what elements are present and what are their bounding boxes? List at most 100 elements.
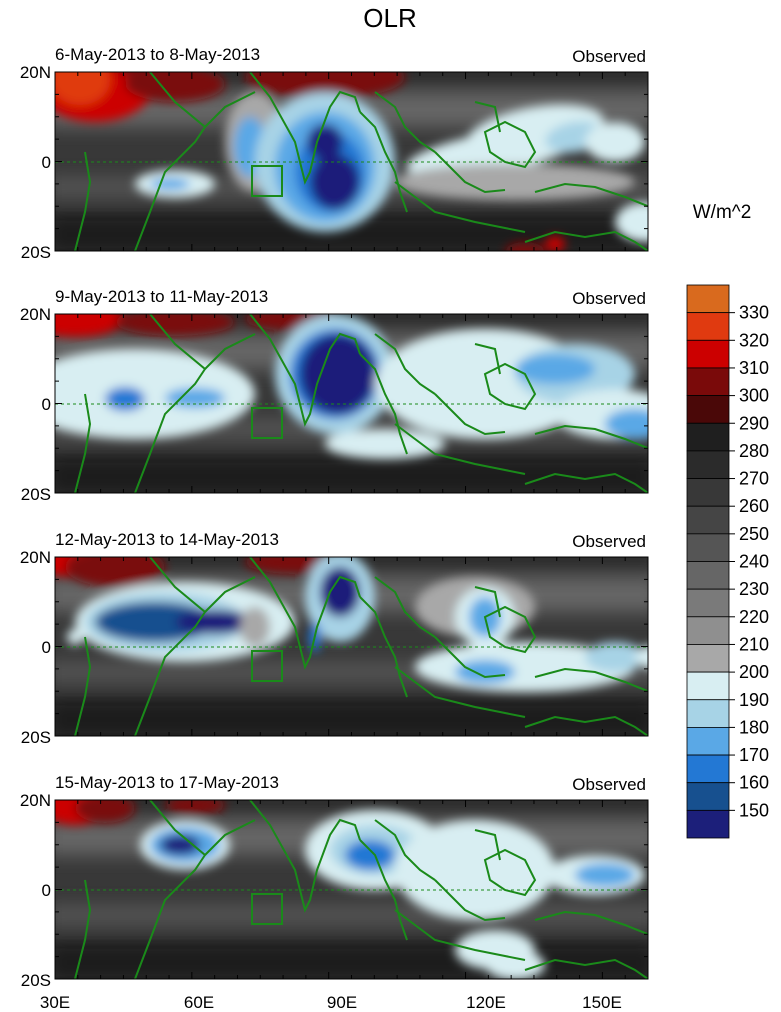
lat-tick-label: 20S — [21, 728, 51, 747]
olr-contour-region — [245, 72, 405, 99]
coastline — [359, 839, 408, 941]
olr-contour-region — [75, 800, 135, 823]
coastline — [474, 586, 501, 618]
olr-contour-region — [605, 409, 648, 439]
coastline — [534, 667, 648, 693]
olr-contour-region — [165, 388, 225, 408]
map-panel: 20N 0 20S 9-May-2013 to 11-May-2013 Observed — [20, 287, 649, 504]
coastline — [483, 362, 537, 411]
lat-tick-label: 0 — [42, 881, 51, 900]
olr-contour-region — [300, 334, 376, 414]
colorbar-level-label: 180 — [739, 717, 769, 737]
coastline — [74, 151, 92, 251]
colorbar-swatch — [686, 671, 730, 701]
lon-tick-label-150e: 150E — [582, 993, 622, 1012]
region-box — [251, 650, 283, 682]
olr-contour-region — [325, 434, 365, 450]
coastline — [483, 848, 537, 897]
panel-observed-tag: Observed — [572, 532, 646, 551]
colorbar-swatch — [686, 533, 730, 562]
colorbar-swatch — [686, 699, 730, 728]
coastline — [249, 314, 361, 427]
lat-tick-label: 20N — [20, 305, 51, 324]
colorbar-swatch — [686, 395, 730, 424]
coastline — [374, 576, 436, 638]
colorbar-level-label: 160 — [739, 773, 769, 793]
coastline — [249, 557, 361, 670]
coastline — [204, 333, 256, 370]
coastline — [524, 472, 648, 493]
olr-field — [55, 72, 648, 251]
olr-contour-region — [585, 122, 645, 162]
colorbar-level-label: 220 — [739, 607, 769, 627]
colorbar-level-label: 240 — [739, 552, 769, 572]
olr-contour-region — [105, 387, 145, 411]
olr-contour-region — [95, 602, 215, 642]
coastline — [249, 72, 361, 185]
coastline — [74, 393, 92, 493]
colorbar-swatch — [686, 754, 730, 784]
panel-period-label: 6-May-2013 to 8-May-2013 — [55, 45, 260, 64]
colorbar-level-label: 190 — [739, 690, 769, 710]
panel-period-label: 9-May-2013 to 11-May-2013 — [55, 287, 268, 306]
colorbar-level-label: 310 — [739, 358, 769, 378]
coastlines — [74, 800, 648, 979]
olr-contour-region — [320, 567, 360, 617]
colorbar-level-label: 200 — [739, 662, 769, 682]
colorbar-swatch — [686, 505, 730, 535]
panel-observed-tag: Observed — [572, 775, 646, 794]
figure-title: OLR — [363, 3, 416, 33]
coastline — [204, 576, 256, 613]
coastline — [249, 800, 361, 913]
olr-contour-region — [635, 645, 648, 669]
colorbar-swatch — [686, 422, 730, 452]
colorbar-swatch — [686, 367, 730, 397]
colorbar-level-label: 250 — [739, 524, 769, 544]
colorbar-level-label: 170 — [739, 745, 769, 765]
coastline — [134, 72, 207, 251]
colorbar-swatch — [686, 616, 730, 645]
coastline — [394, 423, 526, 475]
coastline — [394, 666, 526, 718]
colorbar-level-label: 230 — [739, 579, 769, 599]
panel-ticks — [54, 313, 649, 494]
lon-tick-label-120e: 120E — [466, 993, 506, 1012]
panel-observed-tag: Observed — [572, 289, 646, 308]
lat-tick-label: 20S — [21, 971, 51, 990]
colorbar-swatch — [686, 727, 730, 756]
olr-contour-region — [150, 178, 190, 190]
panel-period-label: 15-May-2013 to 17-May-2013 — [55, 773, 279, 792]
coastline — [524, 230, 648, 251]
olr-contour-region — [67, 629, 83, 645]
coastline — [534, 424, 648, 450]
coastline — [394, 181, 526, 233]
coastline — [74, 879, 92, 979]
coastline — [474, 101, 501, 133]
region-box — [251, 165, 283, 197]
lat-tick-label: 0 — [42, 638, 51, 657]
colorbar-level-label: 300 — [739, 386, 769, 406]
colorbar-swatch — [686, 339, 730, 369]
lat-tick-label: 0 — [42, 153, 51, 172]
lat-tick-label: 20S — [21, 243, 51, 262]
olr-contour-region — [485, 950, 545, 979]
lat-tick-label: 20N — [20, 791, 51, 810]
olr-contour-region — [505, 242, 545, 251]
olr-contour-region — [125, 72, 225, 102]
panel-observed-tag: Observed — [572, 47, 646, 66]
colorbar-swatch — [686, 450, 730, 479]
colorbar-swatch — [686, 312, 730, 341]
olr-contour-region — [545, 236, 565, 251]
coastlines — [74, 314, 648, 493]
colorbar-swatch — [686, 561, 730, 590]
map-panel: 20N 0 20S 15-May-2013 to 17-May-2013 Observe… — [20, 773, 649, 990]
colorbar-swatch — [686, 809, 730, 839]
olr-contour-region — [165, 800, 225, 815]
coastline — [374, 333, 436, 395]
olr-contour-region — [160, 835, 200, 855]
olr-contour-region — [575, 863, 635, 887]
colorbar-level-label: 320 — [739, 330, 769, 350]
coastline — [204, 91, 256, 128]
